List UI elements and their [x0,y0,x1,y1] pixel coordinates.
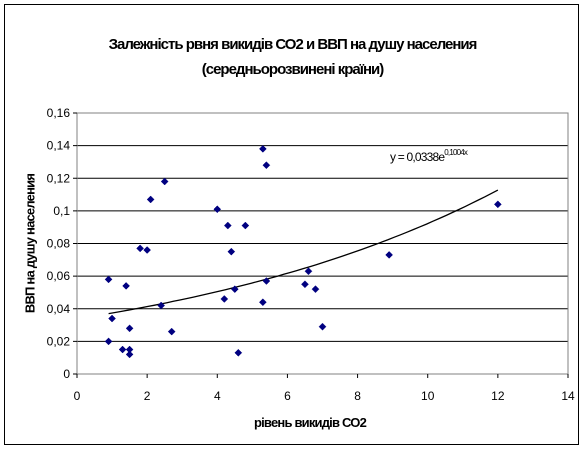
y-tick-label: 0,14 [47,139,71,153]
data-point [234,348,243,357]
data-point [494,200,502,209]
data-point [167,327,176,336]
data-point [385,251,393,259]
data-point [157,301,166,310]
x-tick-label: 14 [561,389,575,403]
y-tick-label: 0,12 [47,171,71,185]
y-axis-label: ВВП на душу населения [22,173,38,314]
y-tick-label: 0 [63,367,70,381]
x-tick-label: 4 [214,389,221,403]
data-point [118,345,127,354]
data-point [259,145,267,153]
data-point [227,247,236,256]
data-point [311,285,320,294]
data-point [304,267,313,276]
x-tick-label: 12 [491,389,505,403]
data-point [241,221,250,230]
x-axis-ticks: 0 2 4 6 8 10 12 14 [74,374,575,403]
data-point [108,314,116,323]
data-point [213,205,222,214]
trendline-equation: y = 0,0338e0,1004x [390,148,468,164]
data-point [223,221,232,230]
y-tick-label: 0,08 [47,237,71,251]
y-tick-label: 0,1 [53,204,70,218]
x-tick-label: 0 [74,389,81,403]
y-tick-label: 0,16 [47,106,71,120]
data-point [220,295,229,303]
data-point [104,337,113,346]
chart-title: Залежність рвня викидів СО2 и ВВП на душ… [108,36,478,53]
data-points [104,145,502,359]
data-point [104,275,113,284]
data-point [160,177,169,186]
data-point [125,350,134,359]
chart-area [4,4,579,445]
trendline-equation-exponent: 0,1004x [444,148,468,157]
y-tick-label: 0,02 [47,334,71,348]
data-point [318,322,327,331]
y-tick-label: 0,04 [47,302,71,316]
data-point [262,161,271,170]
y-axis-ticks: 0 0,02 0,04 0,06 0,08 0,1 0,12 0,14 0,16 [47,106,77,381]
x-axis-label: рівень викидів СО2 [253,415,367,430]
chart-subtitle: (середньорозвинені країни) [201,61,384,78]
data-point [125,324,134,333]
y-tick-label: 0,06 [47,269,71,283]
trendline [108,189,499,315]
data-point [230,285,239,294]
x-tick-label: 8 [354,389,361,403]
data-point [122,282,130,290]
data-point [262,277,271,285]
data-point [301,280,309,289]
x-tick-label: 10 [421,389,435,403]
data-point [146,195,155,204]
x-tick-label: 2 [144,389,151,403]
trendline-equation-base: y = 0,0338e [390,150,445,164]
data-point [259,298,267,307]
x-tick-label: 6 [284,389,291,403]
data-point [143,246,151,254]
gridlines [77,112,568,342]
data-point [136,244,144,253]
